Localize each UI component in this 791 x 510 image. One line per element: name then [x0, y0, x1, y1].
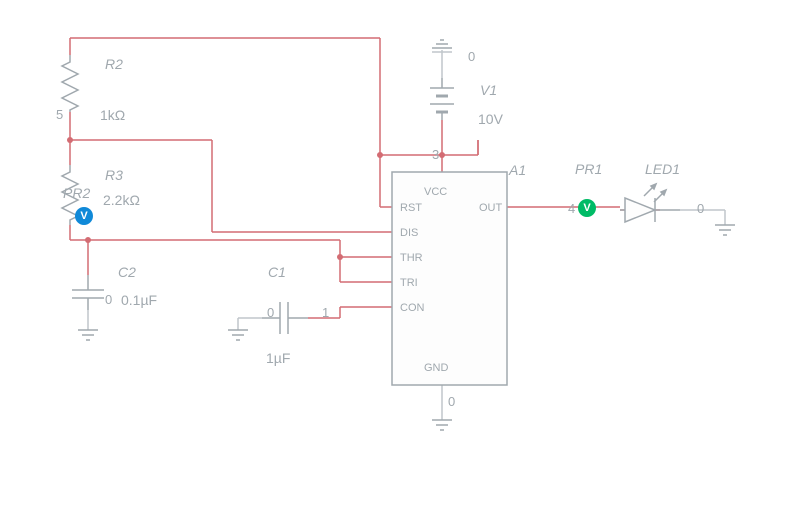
svg-text:VCC: VCC — [424, 186, 447, 198]
svg-text:DIS: DIS — [400, 227, 418, 239]
circuit-canvas: VCC RST DIS THR TRI CON GND OUT — [0, 0, 791, 510]
net-r2: 5 — [56, 107, 63, 122]
probe-pr2[interactable]: V — [75, 207, 93, 225]
net-gnd-ic: 0 — [448, 394, 455, 409]
wires-active — [70, 38, 660, 318]
svg-text:GND: GND — [424, 362, 449, 374]
label-r2: R2 — [105, 56, 123, 72]
value-v1: 10V — [478, 111, 503, 127]
net-c2: 0 — [105, 292, 112, 307]
svg-text:THR: THR — [400, 252, 423, 264]
label-pr1: PR1 — [575, 161, 602, 177]
label-r3: R3 — [105, 167, 123, 183]
svg-text:RST: RST — [400, 202, 422, 214]
net-c1-left: 0 — [267, 305, 274, 320]
resistor-r2 — [62, 55, 78, 112]
label-a1: A1 — [509, 162, 526, 178]
net-led-left: 4 — [568, 201, 575, 216]
label-c2: C2 — [118, 264, 136, 280]
svg-text:OUT: OUT — [479, 202, 503, 214]
svg-text:CON: CON — [400, 302, 425, 314]
label-pr2: PR2 — [63, 185, 90, 201]
value-r2: 1kΩ — [100, 107, 125, 123]
battery-v1 — [430, 78, 454, 120]
label-c1: C1 — [268, 264, 286, 280]
value-r3: 2.2kΩ — [103, 192, 140, 208]
net-c1-right: 1 — [322, 305, 329, 320]
capacitor-c2 — [72, 275, 104, 310]
led-led1 — [620, 184, 680, 222]
net-v1: 0 — [468, 49, 475, 64]
label-v1: V1 — [480, 82, 497, 98]
value-c1: 1µF — [266, 350, 290, 366]
value-c2: 0.1µF — [121, 292, 157, 308]
net-a1: 3 — [432, 147, 439, 162]
label-led1: LED1 — [645, 161, 680, 177]
ic-a1: VCC RST DIS THR TRI CON GND OUT — [392, 172, 507, 385]
svg-text:TRI: TRI — [400, 277, 418, 289]
net-led-right: 0 — [697, 201, 704, 216]
probe-pr1[interactable]: V — [578, 199, 596, 217]
